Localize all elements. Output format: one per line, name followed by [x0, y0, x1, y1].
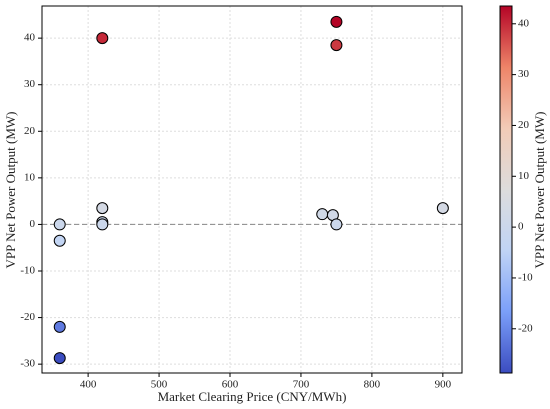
y-tick-label: -30: [20, 358, 35, 370]
point: [436, 202, 449, 215]
y-axis-label: VPP Net Power Output (MW): [3, 112, 18, 269]
point: [316, 208, 329, 221]
colorbar-tick-label: -10: [518, 271, 533, 283]
plot-frame: [41, 5, 463, 374]
point: [96, 218, 109, 231]
colorbar-tick-label: 0: [518, 221, 524, 233]
x-tick-label: 700: [293, 379, 310, 391]
y-tick-label: 30: [24, 78, 36, 90]
colorbar-label: VPP Net Power Output (MW): [532, 112, 547, 269]
colorbar: [499, 5, 513, 374]
x-tick-label: 400: [80, 379, 97, 391]
x-axis-label: Market Clearing Price (CNY/MWh): [158, 389, 347, 404]
x-tick-label: 800: [364, 379, 381, 391]
x-tick-label: 600: [222, 379, 239, 391]
y-tick-label: 10: [24, 171, 36, 183]
point: [53, 218, 66, 231]
colorbar-tick-label: -20: [518, 322, 533, 334]
point: [330, 39, 343, 52]
y-tick-label: -20: [20, 311, 35, 323]
colorbar-tick-label: 20: [518, 119, 530, 131]
y-tick-label: 40: [24, 32, 36, 44]
x-tick-label: 900: [435, 379, 452, 391]
point: [96, 32, 109, 45]
colorbar-tick-label: 30: [518, 68, 530, 80]
colorbar-tick-label: 10: [518, 170, 530, 182]
y-tick-label: 20: [24, 125, 36, 137]
y-tick-label: -10: [20, 265, 35, 277]
point: [53, 320, 66, 333]
x-tick-label: 500: [151, 379, 168, 391]
point: [330, 218, 343, 231]
point: [96, 202, 109, 215]
point: [53, 234, 66, 247]
point: [330, 15, 343, 28]
colorbar-tick-label: 40: [518, 17, 530, 29]
point: [53, 352, 66, 365]
y-tick-label: 0: [30, 218, 36, 230]
